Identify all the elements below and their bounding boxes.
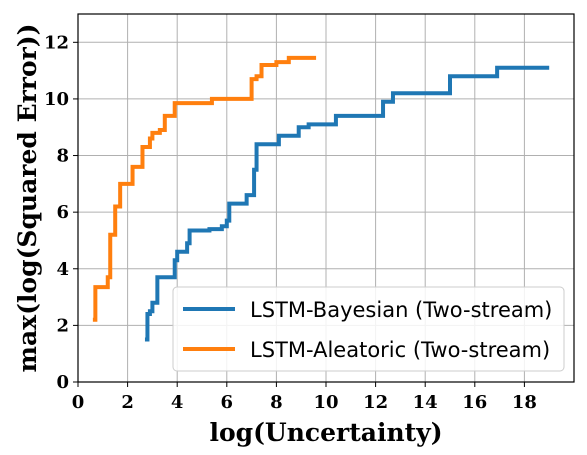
legend-label-aleatoric: LSTM-Aleatoric (Two-stream): [250, 338, 550, 362]
y-tick-label: 8: [56, 146, 69, 167]
x-tick-label: 14: [413, 392, 438, 413]
y-tick-label: 2: [56, 315, 69, 336]
legend: LSTM-Bayesian (Two-stream) LSTM-Aleatori…: [172, 286, 565, 372]
y-axis-ticks: 0 2 4 6 8 10 12: [44, 32, 78, 393]
x-tick-label: 4: [171, 392, 184, 413]
series-line-0: [144, 65, 550, 342]
x-tick-label: 0: [72, 392, 85, 413]
x-tick-label: 2: [121, 392, 134, 413]
y-tick-label: 0: [56, 372, 69, 393]
series-layer: [92, 55, 550, 342]
legend-label-bayesian: LSTM-Bayesian (Two-stream): [250, 298, 552, 322]
y-tick-label: 12: [44, 32, 69, 53]
x-tick-label: 6: [221, 392, 234, 413]
x-tick-label: 12: [363, 392, 388, 413]
y-tick-label: 10: [44, 89, 69, 110]
series-line-1: [92, 55, 317, 322]
y-axis-label: max(log(Squared Error)): [13, 24, 42, 373]
x-tick-label: 8: [270, 392, 283, 413]
x-axis-ticks: 0 2 4 6 8 10 12 14 16 18: [72, 382, 537, 413]
x-tick-label: 10: [313, 392, 338, 413]
legend-box: [172, 286, 565, 372]
y-tick-label: 4: [56, 259, 69, 280]
y-tick-label: 6: [56, 202, 69, 223]
x-axis-label: log(Uncertainty): [209, 418, 442, 447]
x-tick-label: 18: [512, 392, 537, 413]
x-tick-label: 16: [462, 392, 487, 413]
